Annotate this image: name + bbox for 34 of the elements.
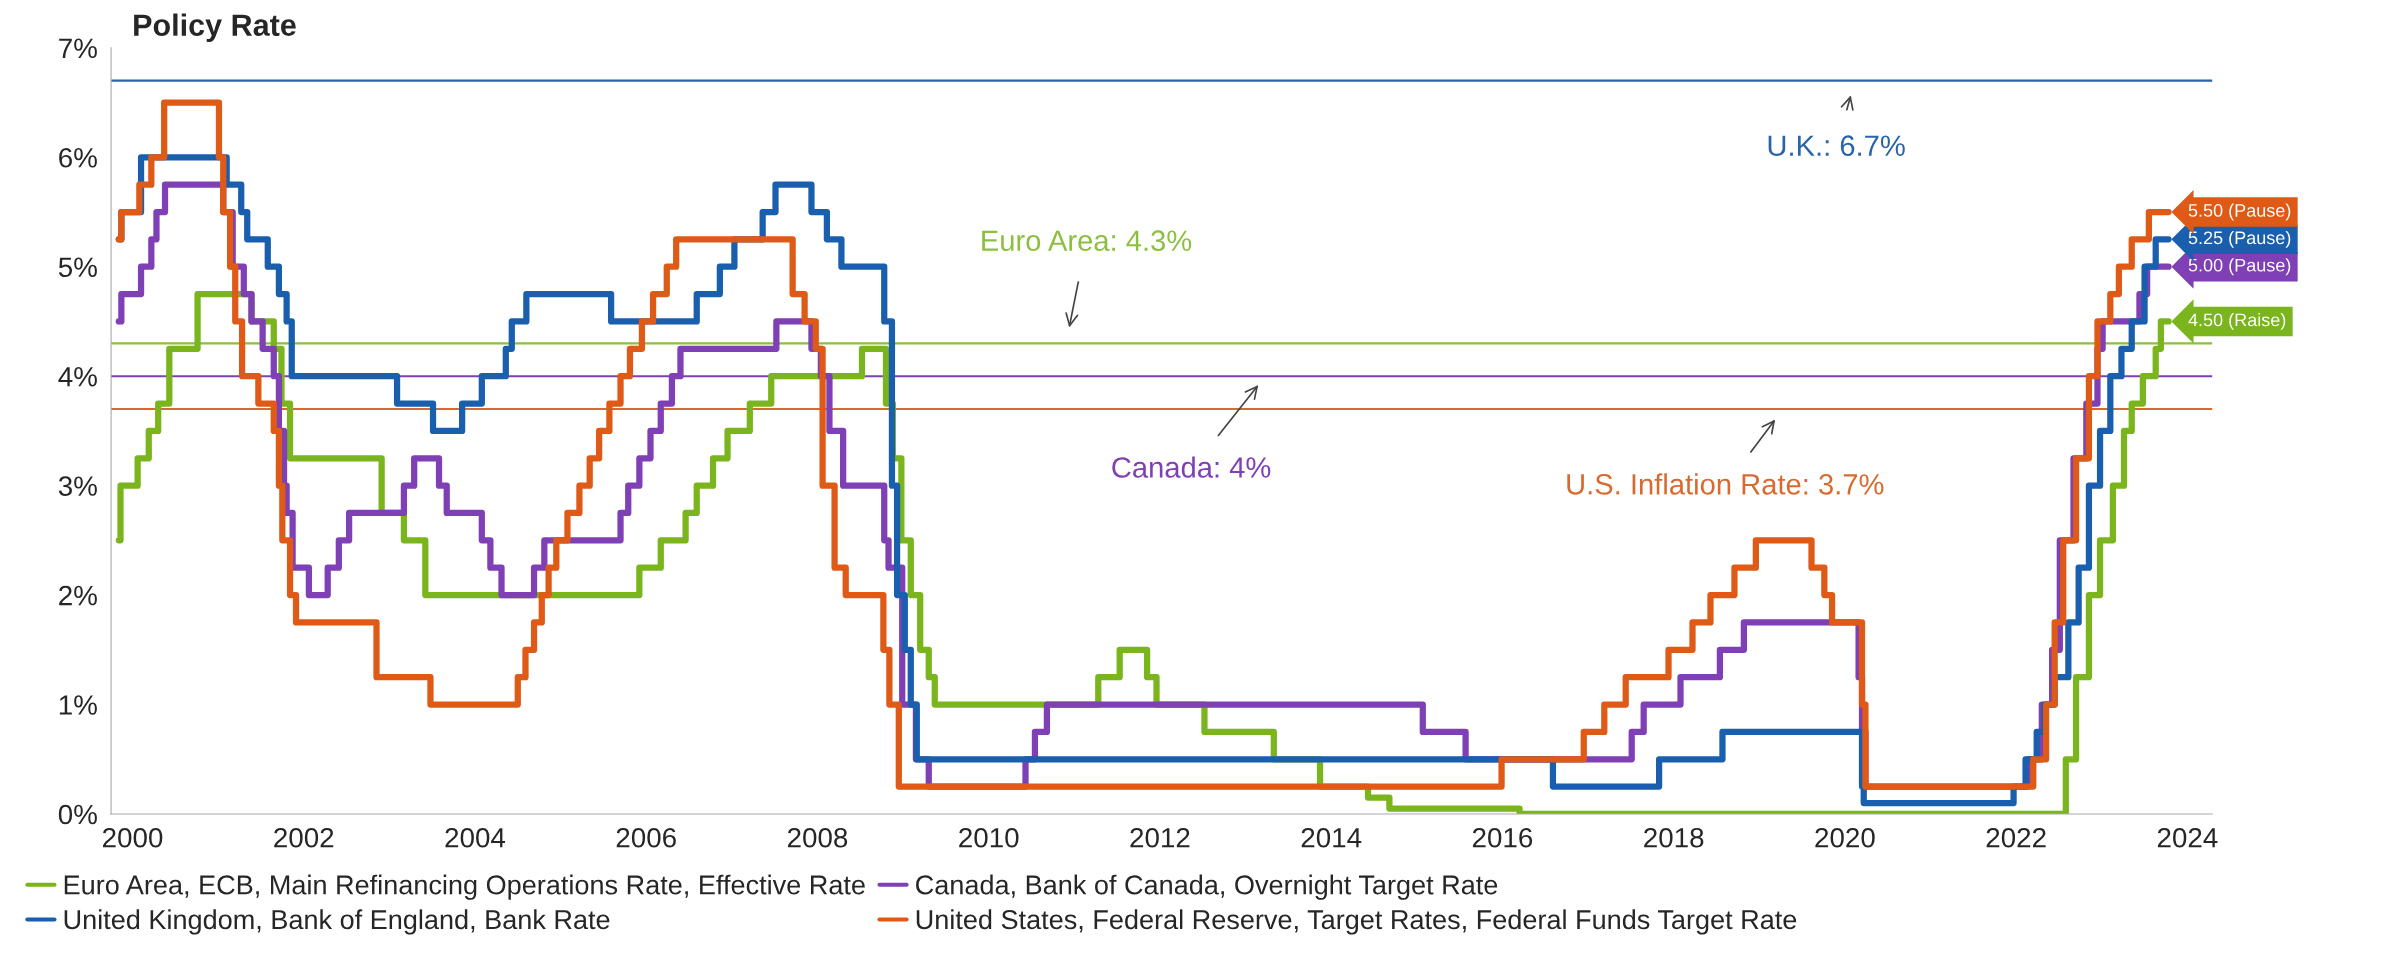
legend-label: United States, Federal Reserve, Target Rates, Federal Funds Target Rate [916, 909, 1797, 935]
ref-line-label: Euro Area: 4.3% [982, 230, 1192, 252]
ref-line-label: U.K.: 6.7% [1768, 135, 1905, 157]
x-tick-label: 2002 [274, 827, 334, 848]
x-tick-label: 2022 [1986, 827, 2046, 848]
x-tick-label: 2012 [1130, 827, 1190, 848]
x-tick-label: 2016 [1472, 827, 1533, 848]
legend-label: Canada, Bank of Canada, Overnight Target Rate [916, 874, 1498, 900]
chart-title: Policy Rate [134, 13, 296, 42]
x-tick-label: 2010 [959, 827, 1019, 848]
data-label: 5.25 (Pause) [2188, 230, 2291, 248]
y-tick-label: 2% [59, 585, 97, 606]
ref-line-label: Canada: 4% [1112, 456, 1271, 478]
y-tick-label: 3% [58, 476, 97, 496]
data-label: 4.50 (Raise) [2188, 313, 2286, 330]
x-tick-label: 2020 [1815, 827, 1875, 848]
legend-label: United Kingdom, Bank of England, Bank Rate [64, 909, 610, 935]
x-tick-label: 2018 [1644, 827, 1704, 848]
y-tick-label: 5% [58, 257, 97, 278]
x-tick-label: 2000 [103, 827, 163, 848]
x-tick-label: 2006 [616, 827, 676, 848]
data-label: 5.00 (Pause) [2188, 258, 2291, 276]
y-tick-label: 6% [59, 147, 97, 168]
x-tick-label: 2024 [2157, 827, 2218, 848]
y-tick-label: 7% [59, 38, 97, 59]
y-tick-label: 1% [59, 695, 97, 715]
ref-line-label: U.S. Inflation Rate: 3.7% [1567, 473, 1884, 495]
y-tick-label: 4% [58, 366, 97, 387]
x-tick-label: 2004 [445, 827, 506, 848]
data-label: 5.50 (Pause) [2188, 203, 2291, 221]
x-tick-label: 2008 [787, 827, 848, 848]
y-tick-label: 0% [58, 804, 97, 825]
x-tick-label: 2014 [1301, 827, 1362, 848]
legend-label: Euro Area, ECB, Main Refinancing Operations Rate, Effective Rate [64, 874, 865, 900]
